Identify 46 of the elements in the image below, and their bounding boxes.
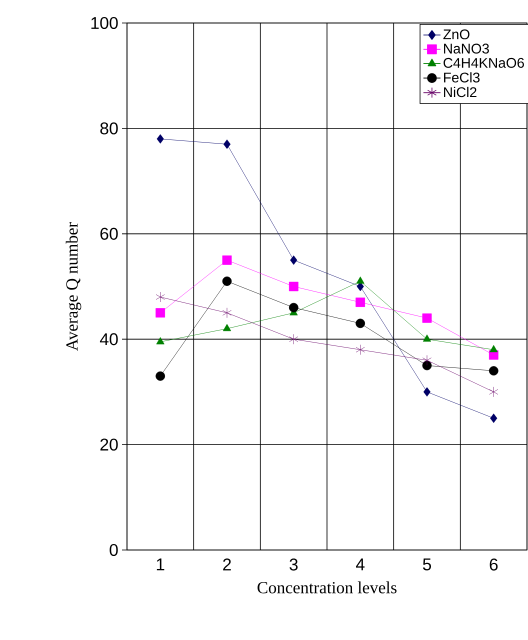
y-tick-label: 60 xyxy=(100,228,118,240)
x-tick-label: 3 xyxy=(290,558,298,571)
point xyxy=(422,313,432,323)
point xyxy=(222,276,232,286)
x-tick-label: 6 xyxy=(490,558,498,571)
legend-label: NiCl2 xyxy=(444,86,476,98)
y-tick-label: 20 xyxy=(100,438,118,451)
point xyxy=(156,308,166,318)
point xyxy=(356,318,366,328)
y-tick-label: 0 xyxy=(110,544,118,556)
legend-label: C4H4KNaO6 xyxy=(444,58,524,68)
point xyxy=(422,360,432,370)
x-axis-title: Concentration levels xyxy=(258,581,397,594)
point xyxy=(222,255,232,265)
y-tick-label: 100 xyxy=(91,16,118,30)
point xyxy=(422,355,432,366)
point xyxy=(356,298,366,307)
point xyxy=(489,386,498,398)
point xyxy=(223,140,231,149)
point xyxy=(288,302,298,312)
point xyxy=(488,366,498,376)
x-tick-label: 5 xyxy=(422,558,432,570)
point xyxy=(289,334,298,344)
y-tick-label: 40 xyxy=(100,333,118,346)
y-tick-label: 80 xyxy=(100,122,118,134)
x-tick-label: 1 xyxy=(156,558,164,570)
point xyxy=(222,308,232,318)
legend-label: ZnO xyxy=(443,29,470,40)
legend-label: FeCl3 xyxy=(444,72,480,83)
y-axis-title: Average Q number xyxy=(66,222,82,351)
point xyxy=(288,282,298,292)
point xyxy=(156,371,166,381)
x-tick-label: 2 xyxy=(223,558,231,570)
point xyxy=(490,414,498,423)
point xyxy=(156,292,165,302)
point xyxy=(422,334,432,342)
point xyxy=(356,276,364,284)
legend-label: NaNO3 xyxy=(444,44,489,54)
x-tick-label: 4 xyxy=(356,558,365,570)
point xyxy=(490,345,498,352)
point xyxy=(423,387,431,397)
point xyxy=(222,324,232,332)
point xyxy=(156,134,164,144)
point xyxy=(290,255,298,265)
point xyxy=(356,344,365,355)
point xyxy=(156,337,164,344)
